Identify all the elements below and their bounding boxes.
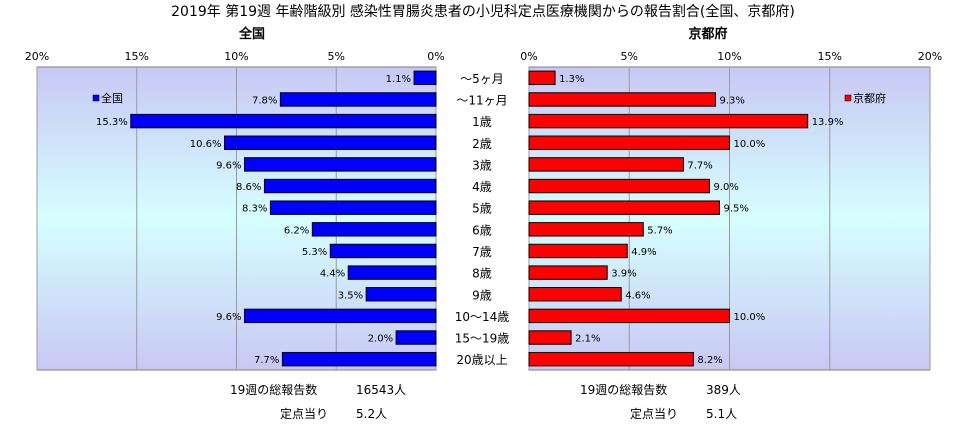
right-bar [528,265,608,280]
right-data-label: 8.2% [697,355,722,366]
left-bar [279,92,437,107]
left-legend-label: 全国 [101,91,123,105]
right-legend-swatch [844,94,852,102]
left-bar [243,308,437,324]
left-bar [263,178,437,194]
left-tick-label: 15% [125,50,149,63]
right-bar [528,243,628,259]
left-tick-label: 10% [224,50,248,63]
left-footer-total-label: 19週の総報告数 [230,382,317,397]
left-data-label: 3.5% [338,290,363,301]
right-data-label: 4.9% [631,247,656,258]
left-bar [224,135,437,150]
left-bar [243,157,437,172]
left-tick-label: 20% [25,50,49,63]
category-label: 20歳以上 [456,353,507,367]
right-bar [528,157,684,172]
left-footer-total-value: 16543人 [356,383,406,397]
right-tick-label: 20% [918,50,942,63]
right-bar [528,222,644,237]
left-data-label: 5.3% [302,247,327,258]
right-data-label: 10.0% [734,312,766,323]
left-data-label: 8.6% [236,182,261,193]
right-tick-label: 0% [520,50,537,63]
right-bar [528,287,622,302]
left-subtitle: 全国 [238,26,265,42]
right-bar [528,200,720,215]
left-data-label: 4.4% [320,269,345,280]
left-tick-label: 5% [328,50,345,63]
right-data-label: 9.3% [719,95,744,106]
right-data-label: 9.5% [723,204,748,215]
left-bar [365,287,437,302]
left-data-label: 8.3% [242,204,267,215]
left-footer-per-label: 定点当り [280,406,328,421]
right-data-label: 2.1% [575,334,600,345]
left-data-label: 7.7% [254,355,279,366]
right-data-label: 4.6% [625,290,650,301]
left-bar [311,222,437,237]
left-data-label: 2.0% [368,334,393,345]
category-label: 6歳 [472,223,492,237]
right-data-label: 10.0% [734,139,766,150]
right-data-label: 3.9% [611,269,636,280]
category-label: ～5ヶ月 [460,72,504,86]
right-tick-label: 15% [818,50,842,63]
left-bar [413,70,437,86]
left-tick-label: 0% [427,50,444,63]
right-data-label: 5.7% [647,225,672,236]
left-footer-per-value: 5.2人 [356,407,387,421]
right-footer-per-label: 定点当り [630,406,678,421]
left-data-label: 1.1% [386,74,411,85]
right-panel: 0% 5% 10% 15% 20%京都府1.3%9.3%13.9%10.0%7.7%9.… [520,26,942,421]
category-label: ～11ヶ月 [456,93,507,107]
right-tick-label: 10% [717,50,741,63]
category-label: 8歳 [472,267,492,281]
category-label: 7歳 [472,245,492,259]
right-bar [528,351,694,367]
chart-title: 2019年 第19週 年齢階級別 感染性胃腸炎患者の小児科定点医療機関からの報告… [171,3,795,20]
category-labels: ～5ヶ月 ～11ヶ月 1歳 2歳 3歳 4歳 5歳 6歳 7歳 8歳 9歳 10～14歳 15～19歳 2… [455,72,510,367]
right-bar [528,113,809,129]
left-bar [130,113,437,129]
left-bar [395,330,437,345]
left-data-label: 6.2% [284,225,309,236]
right-subtitle: 京都府 [688,26,727,42]
right-bar [528,92,716,107]
right-bar [528,70,556,86]
right-data-label: 13.9% [812,117,844,128]
category-label: 9歳 [472,288,492,302]
right-footer-per-value: 5.1人 [706,407,737,421]
right-bar [528,330,572,345]
left-bar [329,243,437,259]
category-label: 4歳 [472,180,492,194]
left-bar [269,200,437,215]
right-legend-label: 京都府 [853,91,886,105]
category-label: 3歳 [472,158,492,172]
right-bar [528,135,730,150]
category-label: 2歳 [472,137,492,151]
left-data-label: 10.6% [190,139,222,150]
left-data-label: 15.3% [96,117,128,128]
left-data-label: 9.6% [216,312,241,323]
category-label: 15～19歳 [455,332,510,346]
right-data-label: 9.0% [713,182,738,193]
right-bar [528,308,730,324]
left-bar [347,265,437,280]
right-data-label: 7.7% [687,160,712,171]
left-data-label: 7.8% [252,95,277,106]
category-label: 1歳 [472,115,492,129]
right-bar [528,178,710,194]
right-tick-label: 5% [621,50,638,63]
left-legend-swatch [92,94,100,102]
right-footer-total-label: 19週の総報告数 [580,382,667,397]
left-panel: 20% 15% 10% 5% 0% 全国 1.1% 7.8% 15.3% 10.6% 9.6% 8.6… [25,26,445,421]
category-label: 10～14歳 [455,310,510,324]
left-data-label: 9.6% [216,160,241,171]
right-data-label: 1.3% [559,74,584,85]
category-label: 5歳 [472,202,492,216]
right-footer-total-value: 389人 [706,383,741,397]
left-bar [281,351,437,367]
